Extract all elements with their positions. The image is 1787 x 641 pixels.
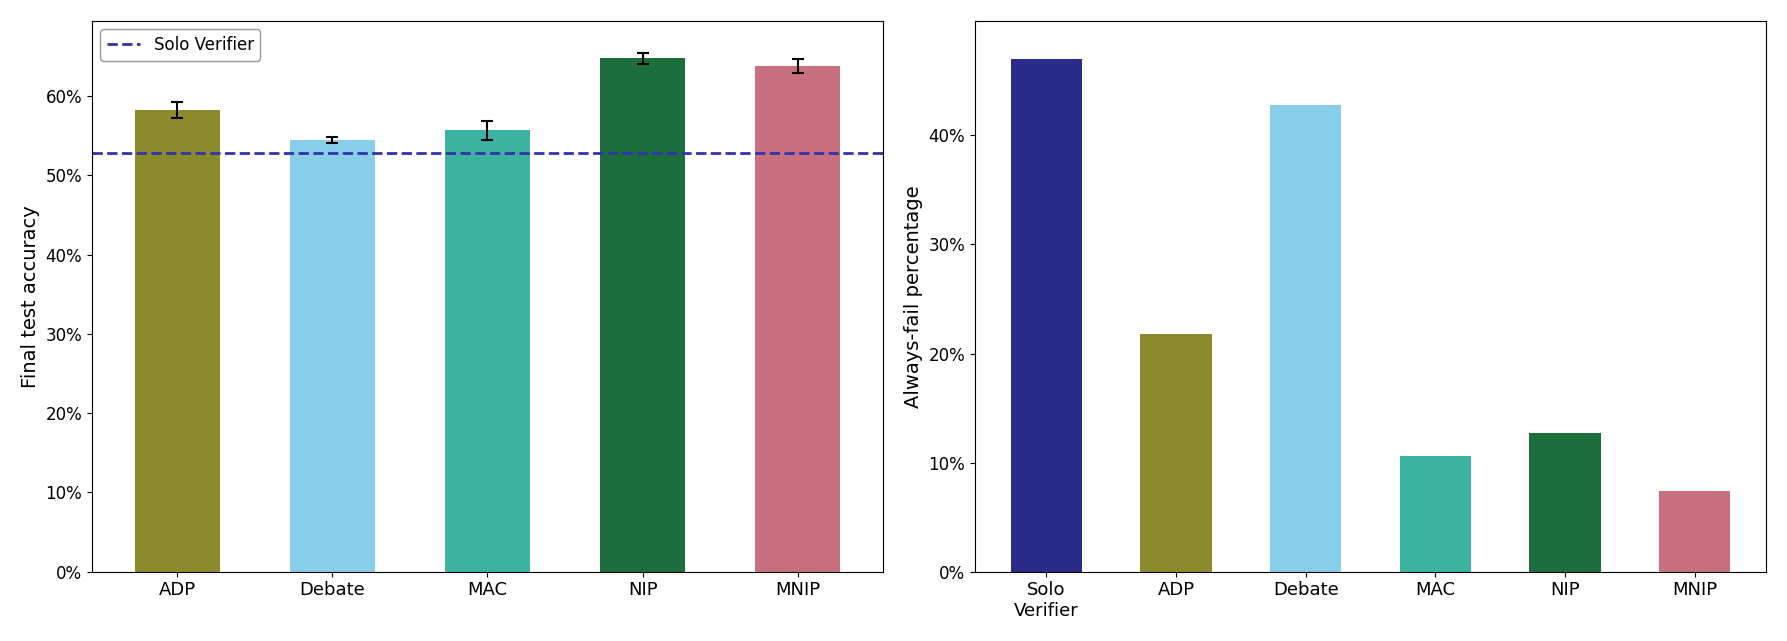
Y-axis label: Always-fail percentage: Always-fail percentage (904, 185, 922, 408)
Bar (134, 110, 220, 572)
Bar (756, 66, 840, 572)
Y-axis label: Final test accuracy: Final test accuracy (21, 205, 39, 388)
Bar (1271, 105, 1342, 572)
Solo Verifier (322, 149, 343, 157)
Bar (1140, 334, 1212, 572)
Bar (289, 140, 375, 572)
Bar (1530, 433, 1601, 572)
Bar (600, 58, 684, 572)
Bar (445, 130, 531, 572)
Solo Verifier (166, 149, 188, 157)
Bar (1399, 456, 1471, 572)
Bar (1658, 491, 1730, 572)
Bar (1011, 59, 1081, 572)
Legend: Solo Verifier: Solo Verifier (100, 29, 261, 60)
